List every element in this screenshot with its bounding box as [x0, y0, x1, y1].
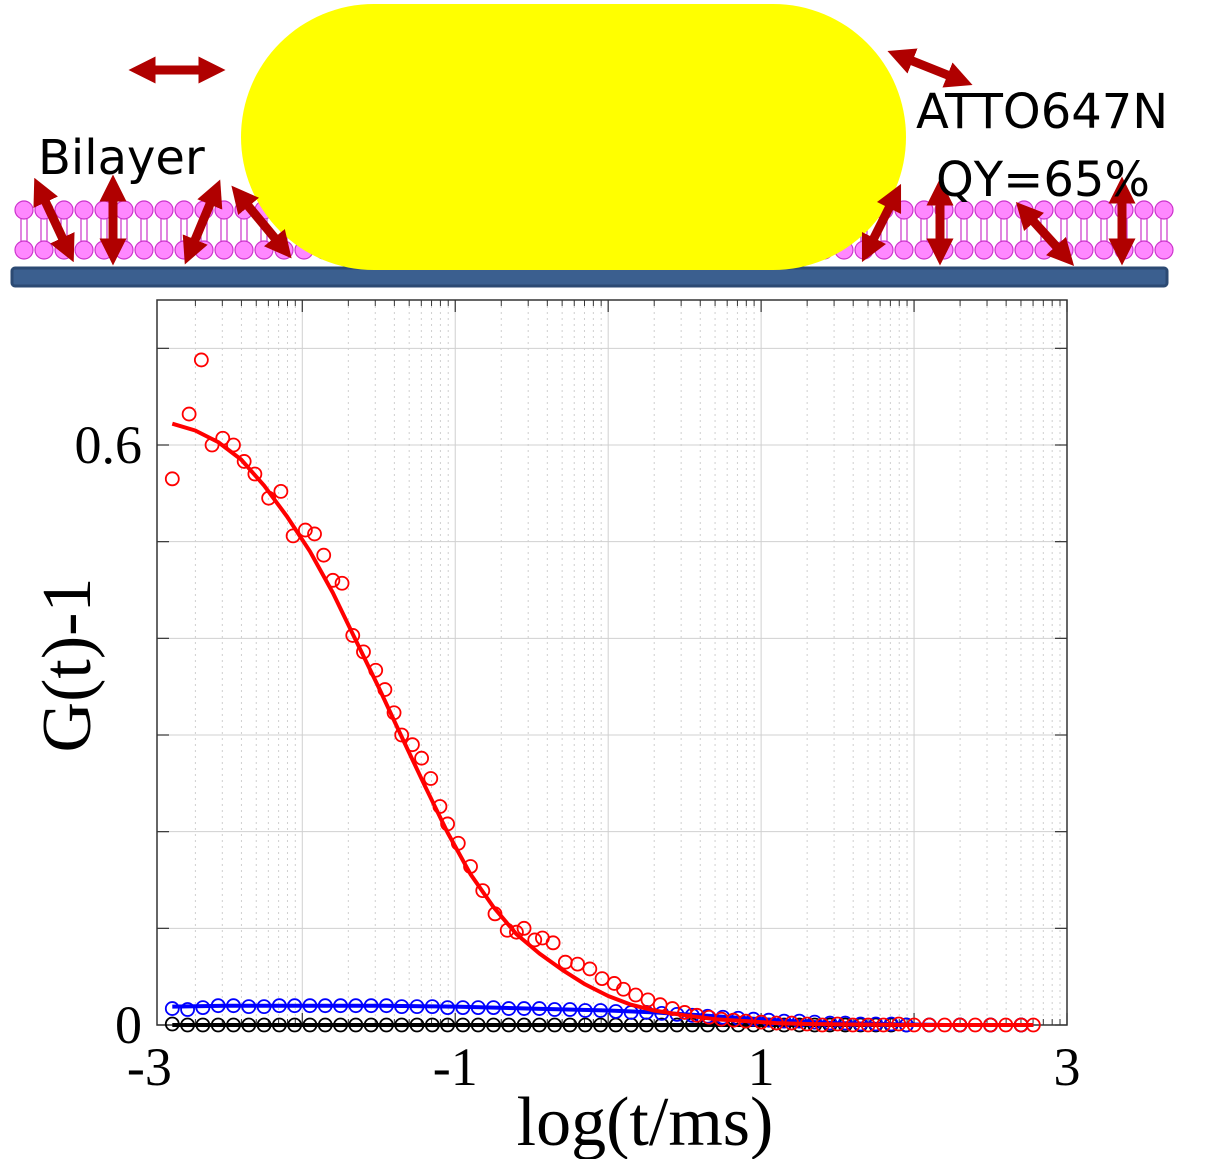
lipid-head — [114, 240, 134, 260]
axis-ticks — [157, 300, 1068, 1026]
lipid-head — [1134, 240, 1154, 260]
bilayer-schematic: Bilayer ATTO647N QY=65% — [10, 4, 1174, 288]
lipid-head — [174, 200, 194, 220]
x-tick-label: 1 — [748, 1037, 775, 1097]
lipid-head — [1094, 240, 1114, 260]
lipid-head — [874, 240, 894, 260]
data-point — [164, 1001, 180, 1016]
x-tick-label: 3 — [1054, 1037, 1081, 1097]
lipid-head — [154, 240, 174, 260]
data-point — [606, 976, 622, 991]
lipid-head — [214, 240, 234, 260]
lipid-head — [994, 240, 1014, 260]
data-point — [164, 471, 180, 487]
lipid-head — [1014, 240, 1034, 260]
data-point — [570, 956, 585, 972]
data-point — [475, 883, 491, 899]
lipid-head — [254, 240, 274, 260]
x-tick-label: -1 — [433, 1037, 478, 1097]
x-tick-label: -3 — [127, 1037, 172, 1097]
dipole-arrows — [33, 48, 1136, 266]
fcs-plot: -3 -1 1 3 0 0.6 log(t/ms) G(t)-1 — [29, 299, 1081, 1159]
lipid-head — [74, 200, 94, 220]
lipid-head — [14, 240, 34, 260]
data-point — [193, 352, 209, 368]
dipole-arrow — [33, 177, 75, 263]
lipid-head — [974, 200, 994, 220]
data-point — [640, 992, 656, 1008]
dipole-arrow — [231, 185, 292, 259]
data-point — [345, 628, 361, 643]
dipole-arrow — [182, 179, 223, 265]
plot-frame — [156, 299, 1068, 1026]
dipole-arrow — [887, 48, 973, 88]
lipid-head — [994, 200, 1014, 220]
lipid-head — [954, 200, 974, 220]
plot-grid — [157, 300, 1068, 1026]
data-point — [628, 987, 644, 1003]
quantum-yield-label: QY=65% — [936, 152, 1150, 208]
x-axis-label: log(t/ms) — [517, 1084, 774, 1159]
dye-label: ATTO647N — [916, 84, 1168, 140]
lipid-head — [234, 240, 254, 260]
data-point — [527, 932, 543, 948]
lipid-head — [74, 240, 94, 260]
data-point — [247, 466, 263, 482]
lipid-head — [1074, 200, 1094, 220]
lipid-head — [54, 200, 74, 220]
lipid-head — [914, 200, 934, 220]
data-point — [334, 575, 350, 591]
fit-curve — [171, 421, 1034, 1027]
lipid-head — [894, 200, 914, 220]
lipid-head — [214, 200, 234, 220]
lipid-head — [14, 200, 34, 220]
data-point — [516, 920, 532, 936]
lipid-head — [134, 200, 154, 220]
tick-labels: -3 -1 1 3 0 0.6 — [75, 415, 1081, 1097]
dipole-arrow — [1015, 202, 1075, 266]
gold-nanorod — [241, 4, 906, 270]
data-point — [616, 981, 631, 997]
lipid-head — [954, 240, 974, 260]
substrate — [10, 266, 1169, 288]
y-tick-label: 0 — [115, 995, 142, 1055]
data-point — [297, 522, 313, 538]
data-point — [180, 1002, 195, 1017]
data-point — [594, 971, 610, 986]
data-point — [545, 935, 561, 951]
dipole-arrow — [861, 183, 902, 263]
data-point — [273, 483, 289, 499]
lipid-head — [134, 240, 154, 260]
lipid-head — [974, 240, 994, 260]
lipid-head — [1074, 240, 1094, 260]
lipid-head — [114, 200, 134, 220]
data-series — [164, 352, 1041, 1033]
data-point — [509, 924, 524, 940]
data-point — [582, 961, 598, 977]
y-axis-label: G(t)-1 — [29, 578, 106, 753]
lipid-head — [914, 240, 934, 260]
lipid-head — [894, 240, 914, 260]
lipid-head — [34, 240, 54, 260]
lipid-head — [154, 200, 174, 220]
data-point — [181, 406, 197, 422]
lipid-head — [1154, 240, 1174, 260]
data-point — [307, 526, 322, 542]
data-point — [316, 547, 332, 563]
data-point — [236, 454, 252, 469]
bilayer-label: Bilayer — [38, 130, 205, 186]
lipid-head — [1154, 200, 1174, 220]
data-point — [423, 771, 439, 786]
data-point — [414, 750, 429, 766]
y-tick-label: 0.6 — [75, 415, 143, 475]
